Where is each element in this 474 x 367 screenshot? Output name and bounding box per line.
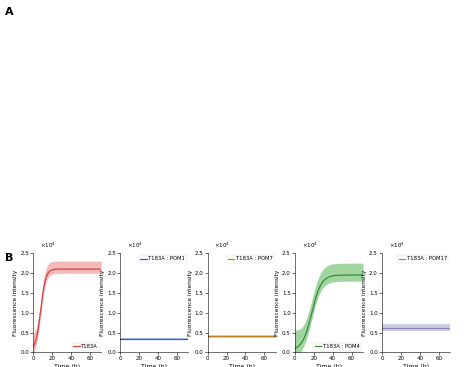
Legend: T183A: T183A <box>72 342 100 351</box>
Text: A: A <box>5 7 13 18</box>
Y-axis label: Fluorescence intensity: Fluorescence intensity <box>362 270 367 336</box>
Text: $\times10^4$: $\times10^4$ <box>389 241 405 250</box>
Text: $\times10^4$: $\times10^4$ <box>127 241 143 250</box>
Y-axis label: Fluorescence intensity: Fluorescence intensity <box>13 270 18 336</box>
Legend: T183A : POM1: T183A : POM1 <box>139 255 187 263</box>
Legend: T183A : POM4: T183A : POM4 <box>313 342 361 351</box>
Text: $\times10^4$: $\times10^4$ <box>214 241 230 250</box>
Y-axis label: Fluorescence intensity: Fluorescence intensity <box>188 270 192 336</box>
Y-axis label: Fluorescence intensity: Fluorescence intensity <box>100 270 105 336</box>
X-axis label: Time (h): Time (h) <box>316 364 342 367</box>
Text: $\times10^4$: $\times10^4$ <box>40 241 56 250</box>
X-axis label: Time (h): Time (h) <box>228 364 255 367</box>
X-axis label: Time (h): Time (h) <box>403 364 429 367</box>
X-axis label: Time (h): Time (h) <box>141 364 167 367</box>
Text: $\times10^4$: $\times10^4$ <box>301 241 318 250</box>
X-axis label: Time (h): Time (h) <box>54 364 80 367</box>
Legend: T183A : POM17: T183A : POM17 <box>397 255 448 263</box>
Legend: T183A : POM7: T183A : POM7 <box>226 255 274 263</box>
Text: B: B <box>5 253 13 263</box>
Y-axis label: Fluorescence intensity: Fluorescence intensity <box>275 270 280 336</box>
